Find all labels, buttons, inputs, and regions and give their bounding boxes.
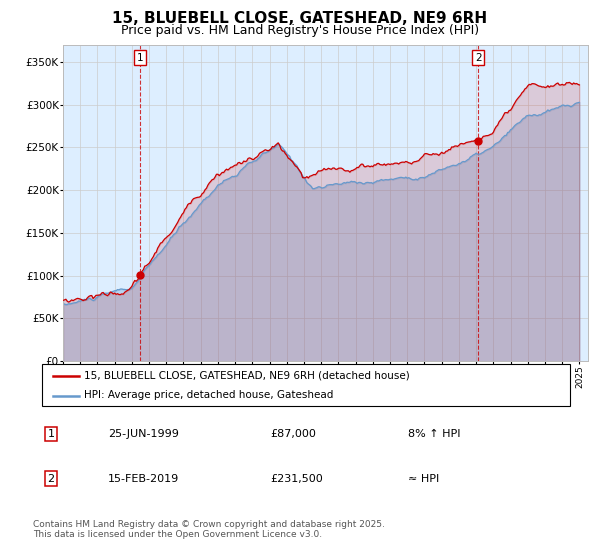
Text: Price paid vs. HM Land Registry's House Price Index (HPI): Price paid vs. HM Land Registry's House … bbox=[121, 24, 479, 36]
Text: ≈ HPI: ≈ HPI bbox=[408, 474, 439, 484]
Text: £87,000: £87,000 bbox=[270, 429, 316, 439]
FancyBboxPatch shape bbox=[42, 364, 570, 406]
Text: 2: 2 bbox=[475, 53, 481, 63]
Text: 2: 2 bbox=[47, 474, 55, 484]
Text: £231,500: £231,500 bbox=[270, 474, 323, 484]
Text: 1: 1 bbox=[47, 429, 55, 439]
Text: 8% ↑ HPI: 8% ↑ HPI bbox=[408, 429, 461, 439]
Text: Contains HM Land Registry data © Crown copyright and database right 2025.
This d: Contains HM Land Registry data © Crown c… bbox=[33, 520, 385, 539]
Text: 15, BLUEBELL CLOSE, GATESHEAD, NE9 6RH (detached house): 15, BLUEBELL CLOSE, GATESHEAD, NE9 6RH (… bbox=[84, 371, 410, 381]
Text: 15-FEB-2019: 15-FEB-2019 bbox=[108, 474, 179, 484]
Text: 15, BLUEBELL CLOSE, GATESHEAD, NE9 6RH: 15, BLUEBELL CLOSE, GATESHEAD, NE9 6RH bbox=[112, 11, 488, 26]
Text: 25-JUN-1999: 25-JUN-1999 bbox=[108, 429, 179, 439]
Text: 1: 1 bbox=[137, 53, 143, 63]
Text: HPI: Average price, detached house, Gateshead: HPI: Average price, detached house, Gate… bbox=[84, 390, 334, 400]
